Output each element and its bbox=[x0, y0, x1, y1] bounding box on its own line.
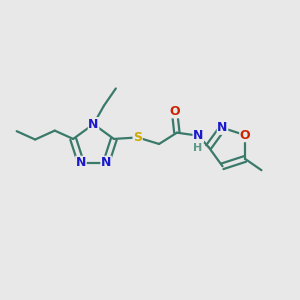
Text: O: O bbox=[240, 129, 250, 142]
Text: H: H bbox=[193, 142, 202, 152]
Text: N: N bbox=[88, 118, 99, 130]
Text: N: N bbox=[101, 156, 111, 170]
Text: N: N bbox=[217, 121, 228, 134]
Text: N: N bbox=[193, 129, 203, 142]
Text: O: O bbox=[169, 105, 180, 118]
Text: N: N bbox=[76, 156, 86, 170]
Text: S: S bbox=[133, 131, 142, 144]
